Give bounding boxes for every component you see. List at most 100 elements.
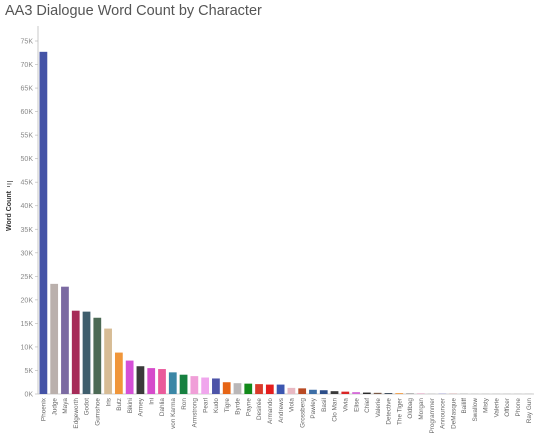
- bar: [298, 388, 307, 394]
- bar: [233, 383, 242, 394]
- x-category-label: Programmer: [429, 397, 436, 433]
- bar: [82, 311, 91, 394]
- y-tick-label: 70K: [21, 62, 34, 69]
- bar: [168, 372, 177, 394]
- bar: [179, 374, 188, 394]
- x-category-label: Morgan: [418, 398, 425, 420]
- x-category-label: Armando: [267, 398, 274, 424]
- x-category-label: Elise: [353, 398, 360, 412]
- bar: [125, 360, 134, 394]
- x-category-label: Judge: [51, 398, 58, 416]
- x-category-label: Gumshoe: [95, 398, 102, 426]
- chart-title: AA3 Dialogue Word Count by Character: [5, 3, 262, 19]
- x-category-label: Phoenix: [41, 397, 48, 421]
- x-category-label: Butz: [116, 398, 123, 411]
- y-tick-label: 30K: [21, 250, 34, 257]
- bar: [373, 392, 382, 394]
- bar: [136, 366, 145, 394]
- x-category-label: Viola: [289, 398, 296, 413]
- x-category-label: Andrews: [278, 398, 285, 423]
- x-category-label: Maya: [62, 398, 69, 414]
- bar: [427, 393, 436, 394]
- bar: [39, 51, 48, 395]
- bar: [222, 382, 231, 394]
- bar: [319, 390, 328, 394]
- x-category-label: Detective: [386, 398, 393, 425]
- bar: [114, 352, 123, 394]
- x-category-label: Phone: [515, 398, 522, 417]
- bar: [352, 392, 360, 394]
- x-category-label: Valerie: [375, 398, 382, 418]
- y-tick-label: 15K: [21, 321, 34, 328]
- y-tick-label: 55K: [21, 133, 34, 140]
- bar: [287, 387, 296, 394]
- x-category-label: Bailiff: [461, 398, 468, 414]
- x-category-label: Dahlia: [159, 398, 166, 417]
- x-category-label: Cio Man: [332, 398, 339, 422]
- bar: [395, 393, 404, 394]
- x-category-label: The Tiger: [396, 397, 403, 425]
- x-category-label: Byrde: [235, 398, 242, 415]
- y-tick-label: 0K: [24, 392, 33, 399]
- sort-descending-icon[interactable]: [6, 180, 14, 188]
- y-tick-label: 10K: [21, 344, 34, 351]
- bar: [61, 286, 69, 394]
- bar: [212, 378, 220, 394]
- y-tick-label: 25K: [21, 274, 34, 281]
- x-category-label: Basil: [321, 398, 328, 412]
- x-category-label: Announcer: [440, 397, 447, 429]
- x-category-label: Officer: [504, 397, 511, 417]
- x-category-label: Grossberg: [299, 398, 306, 428]
- y-tick-label: 40K: [21, 203, 34, 210]
- y-tick-label: 50K: [21, 156, 34, 163]
- x-category-label: Godot: [84, 398, 91, 416]
- bar: [362, 392, 371, 394]
- bar: [158, 369, 166, 394]
- x-category-label: Oldbag: [407, 398, 414, 419]
- bar: [416, 393, 425, 394]
- x-category-label: Edgeworth: [73, 398, 80, 429]
- bar: [93, 317, 102, 394]
- y-tick-label: 20K: [21, 297, 34, 304]
- x-category-label: Chief: [364, 398, 371, 413]
- bar: [190, 376, 199, 394]
- y-tick-label: 35K: [21, 227, 34, 234]
- bar: [330, 391, 339, 394]
- bar: [104, 328, 112, 394]
- x-category-label: Vivia: [343, 398, 350, 412]
- bar: [406, 393, 414, 394]
- x-category-label: Tigre: [224, 398, 231, 413]
- y-tick-label: 5K: [24, 368, 33, 375]
- bar: [255, 384, 263, 394]
- x-category-label: Payne: [245, 398, 252, 417]
- bar: [384, 393, 393, 394]
- x-category-label: Ray Gun: [526, 398, 533, 424]
- x-category-label: Desirée: [256, 398, 263, 420]
- bar: [309, 389, 317, 394]
- bar: [341, 391, 350, 394]
- y-tick-label: 65K: [21, 86, 34, 93]
- x-category-label: Armey: [138, 397, 145, 416]
- bar: [276, 384, 285, 394]
- x-category-label: Kudo: [213, 398, 220, 413]
- x-category-label: Ini: [148, 398, 155, 405]
- bar: [50, 283, 59, 394]
- x-category-label: DeMasque: [450, 398, 457, 429]
- x-category-label: von Karma: [170, 398, 177, 429]
- bar: [244, 383, 253, 394]
- x-category-label: Bikini: [127, 398, 134, 413]
- x-category-label: Iris: [105, 398, 112, 407]
- x-category-label: Misty: [483, 397, 490, 413]
- x-category-label: Pawley: [310, 397, 317, 418]
- x-category-label: Armstrong: [192, 398, 199, 428]
- x-category-label: Ron: [181, 398, 188, 410]
- x-category-label: Pearl: [202, 398, 209, 413]
- y-tick-label: 45K: [21, 180, 34, 187]
- bar: [147, 368, 156, 394]
- y-tick-label: 60K: [21, 109, 34, 116]
- x-category-label: Swallow: [472, 398, 479, 422]
- x-category-label: Valerie: [493, 398, 500, 418]
- bar: [201, 377, 210, 394]
- bar: [265, 384, 274, 394]
